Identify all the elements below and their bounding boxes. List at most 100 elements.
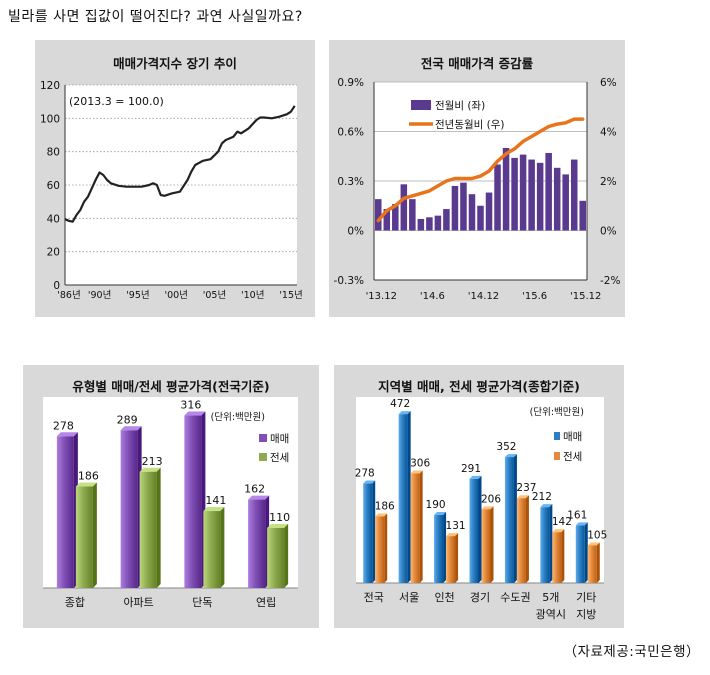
legend-label: 전년동월비 (우) bbox=[435, 119, 505, 131]
data-label: 306 bbox=[410, 458, 430, 470]
data-label: 161 bbox=[567, 509, 587, 521]
legend-swatch-bar bbox=[411, 100, 431, 110]
bar-전세 bbox=[203, 511, 221, 588]
data-label: 316 bbox=[180, 399, 201, 412]
category-label: 기타 bbox=[576, 591, 596, 604]
rate-bar bbox=[400, 184, 408, 231]
x-tick-label: '14.6 bbox=[420, 291, 445, 302]
bar-전세 bbox=[267, 527, 285, 588]
rate-bar bbox=[383, 209, 391, 231]
rate-bar bbox=[375, 199, 382, 231]
bar-top bbox=[120, 426, 142, 431]
bar-side bbox=[478, 475, 482, 583]
bar-매매 bbox=[469, 478, 479, 583]
x-tick-label: '15.12 bbox=[570, 291, 601, 302]
bar-매매 bbox=[504, 457, 514, 583]
y-tick-label: 60 bbox=[47, 180, 60, 192]
legend-swatch bbox=[259, 453, 267, 461]
rate-bar bbox=[460, 182, 467, 231]
unit-label: (단위:백만원) bbox=[211, 411, 265, 423]
category-label: 단독 bbox=[192, 596, 212, 609]
data-label: 162 bbox=[244, 483, 265, 496]
x-tick-label: '15.6 bbox=[522, 291, 547, 302]
bar-top bbox=[504, 454, 517, 458]
bar-top bbox=[363, 480, 376, 484]
bar-top bbox=[516, 495, 529, 499]
bar-top bbox=[248, 495, 270, 500]
rate-bar bbox=[392, 204, 399, 231]
bar-전세 bbox=[139, 471, 157, 588]
page-headline: 빌라를 사면 집값이 떨어진다? 과연 사실일까요? bbox=[8, 9, 303, 25]
bar-top bbox=[75, 482, 97, 487]
y-tick-label: 80 bbox=[47, 147, 60, 159]
rate-bar bbox=[417, 218, 425, 231]
legend-label: 전월비 (좌) bbox=[435, 100, 485, 112]
data-label: 289 bbox=[117, 413, 138, 426]
y-tick-label: 100 bbox=[40, 113, 60, 125]
left-tick-label: -0.3% bbox=[334, 275, 364, 287]
legend-label: 전세 bbox=[563, 451, 582, 463]
data-label: 237 bbox=[516, 482, 536, 494]
category-label: 5개 bbox=[542, 591, 559, 604]
category-label: 수도권 bbox=[500, 591, 530, 604]
rate-bar bbox=[511, 157, 518, 231]
chart-title: 지역별 매매, 전세 평균가격(종합기준) bbox=[378, 379, 580, 394]
long-term-index-panel: 매매가격지수 장기 추이 0 20 40 60 80 100 120 '86년 '90년 '95년… bbox=[35, 40, 315, 317]
bar-top bbox=[469, 475, 482, 479]
category-label: 경기 bbox=[470, 591, 490, 604]
rate-bar bbox=[426, 217, 433, 231]
bar-전세 bbox=[75, 486, 93, 588]
y-tick-label: 120 bbox=[40, 80, 60, 92]
region-price-panel: 지역별 매매, 전세 평균가격(종합기준) 278 186 전국 472 306 서울 19… bbox=[334, 365, 624, 628]
unit-label: (단위:백만원) bbox=[530, 406, 584, 418]
bar-매매 bbox=[248, 499, 266, 588]
bar-top bbox=[375, 513, 388, 517]
bar-top bbox=[410, 470, 423, 474]
data-label: 213 bbox=[142, 455, 163, 468]
category-label: 종합 bbox=[65, 596, 85, 609]
bar-매매 bbox=[575, 525, 585, 583]
bar-side bbox=[92, 482, 97, 588]
type-price-panel: 유형별 매매/전세 평균가격(전국기준) 278 186 종합 289 213 아파트 31… bbox=[23, 365, 319, 628]
right-tick-label: 2% bbox=[600, 176, 617, 188]
bar-side bbox=[372, 480, 376, 583]
bar-매매 bbox=[184, 415, 202, 588]
bar-전세 bbox=[375, 516, 385, 583]
rate-bar bbox=[502, 148, 510, 231]
bar-매매 bbox=[434, 515, 444, 583]
legend-label: 전세 bbox=[270, 452, 289, 464]
x-tick-label: '05년 bbox=[203, 290, 226, 301]
rate-bar bbox=[519, 154, 527, 231]
category-label: 서울 bbox=[399, 591, 419, 604]
right-tick-label: 6% bbox=[600, 77, 617, 89]
bar-매매 bbox=[120, 430, 138, 588]
bar-side bbox=[549, 504, 553, 583]
x-tick-label: '86년 bbox=[57, 290, 80, 301]
category-label: 인천 bbox=[434, 590, 454, 604]
bar-top bbox=[575, 522, 588, 526]
bar-top bbox=[481, 506, 494, 510]
y-tick-label: 20 bbox=[47, 247, 60, 259]
bar-side bbox=[525, 495, 529, 583]
legend-swatch bbox=[554, 452, 560, 460]
bar-top bbox=[203, 507, 225, 512]
bar-side bbox=[419, 470, 423, 583]
change-rate-chart: -0.3% 0% 0.3% 0.6% 0.9% -2% 0% 2% 4% 6% '13.12 '14.… bbox=[334, 77, 621, 302]
left-tick-label: 0.6% bbox=[337, 127, 364, 139]
data-label: 142 bbox=[552, 516, 572, 528]
rate-bar bbox=[579, 200, 586, 231]
bar-top bbox=[56, 432, 78, 437]
bar-전세 bbox=[516, 498, 526, 583]
legend-swatch bbox=[554, 432, 560, 440]
rate-bar bbox=[443, 209, 450, 231]
rate-bar bbox=[485, 192, 493, 231]
category-label: 아파트 bbox=[123, 596, 153, 609]
rate-bar bbox=[451, 185, 459, 231]
legend-label: 매매 bbox=[270, 433, 289, 445]
bar-side bbox=[561, 529, 565, 583]
chart-title: 전국 매매가격 증감률 bbox=[420, 56, 534, 71]
rate-bar bbox=[570, 159, 578, 231]
y-tick-label: 40 bbox=[47, 213, 60, 225]
bar-top bbox=[446, 533, 459, 537]
